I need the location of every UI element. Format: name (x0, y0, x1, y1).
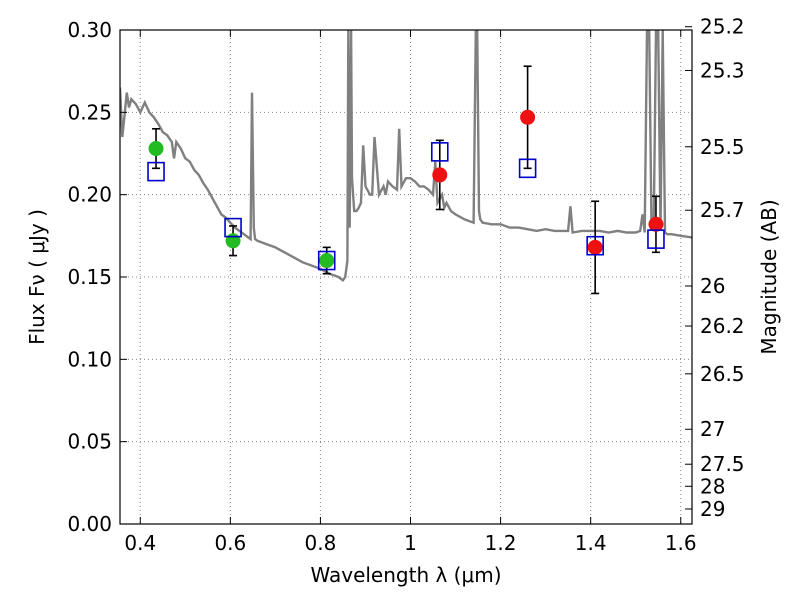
y-tick-label: 0.10 (67, 347, 112, 371)
x-axis-label: Wavelength λ (μm) (310, 563, 501, 587)
data-point-marker (587, 239, 603, 255)
mag-tick-label: 25.3 (700, 58, 745, 82)
axis-ticks: 0.4 0.6 0.8 1 1.2 1.4 1.6 0.00 0.05 0.10 0.15 0.20 0… (67, 15, 744, 555)
mag-tick-label: 27 (700, 417, 725, 441)
data-point-marker (648, 216, 664, 232)
right-y-axis-label: Magnitude (AB) (757, 199, 781, 354)
mag-tick-label: 28 (700, 474, 725, 498)
mag-tick-label: 25.7 (700, 198, 745, 222)
model-flux-square (224, 217, 242, 238)
model-flux-square (430, 142, 449, 162)
sed-model-line (120, 30, 692, 282)
model-flux-square (586, 235, 604, 256)
y-tick-label: 0.00 (67, 512, 112, 536)
model-flux-square (647, 229, 665, 249)
model-flux-square (147, 161, 165, 182)
plot-frame (119, 29, 693, 525)
x-tick-label: 0.8 (305, 531, 337, 555)
data-point-marker (432, 167, 448, 183)
data-point-marker (520, 109, 536, 125)
model-flux-square (317, 250, 336, 271)
y-tick-label: 0.30 (67, 18, 112, 42)
y-tick-label: 0.15 (67, 265, 112, 289)
mag-tick-label: 25.2 (700, 15, 745, 39)
mag-tick-label: 26.2 (700, 314, 745, 338)
x-tick-label: 1.6 (665, 531, 697, 555)
y-tick-label: 0.25 (67, 100, 112, 124)
x-tick-label: 1.2 (485, 531, 517, 555)
y-tick-label: 0.05 (67, 430, 112, 454)
model-flux-square (518, 158, 537, 179)
sed-model-curve-group (120, 30, 692, 282)
data-point-marker (319, 253, 335, 269)
mag-tick-label: 26 (700, 274, 725, 298)
mag-tick-label: 25.5 (700, 135, 745, 159)
x-tick-label: 1 (404, 531, 417, 555)
data-point-marker (148, 141, 164, 157)
data-point-marker (225, 233, 241, 249)
mag-tick-label: 29 (700, 497, 725, 521)
mag-tick-label: 26.5 (700, 362, 745, 386)
x-tick-label: 1.4 (575, 531, 607, 555)
mag-tick-label: 27.5 (700, 452, 745, 476)
x-tick-label: 0.4 (124, 531, 156, 555)
data-points-group (147, 65, 665, 295)
y-axis-label: Flux Fν ( μJy ) (25, 209, 49, 345)
grid-lines (120, 30, 692, 524)
y-tick-label: 0.20 (67, 183, 112, 207)
x-tick-label: 0.6 (214, 531, 246, 555)
